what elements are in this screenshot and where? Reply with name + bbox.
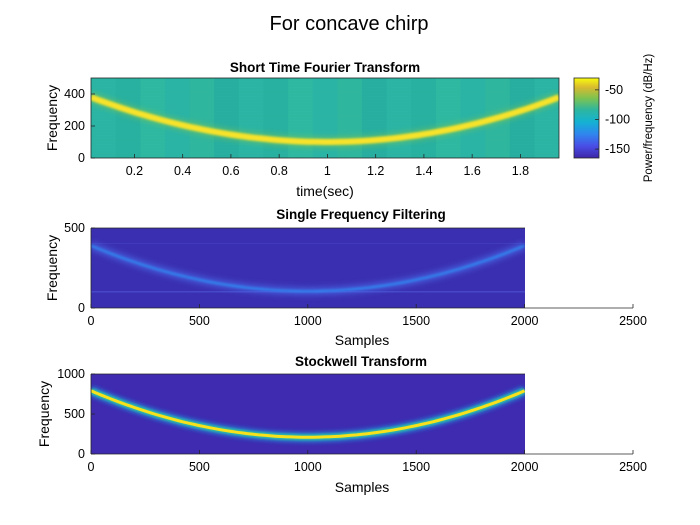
stockwell-heatmap [91,374,525,454]
figure-title: For concave chirp [270,13,429,35]
stft-ridge [91,94,559,145]
sff-xtick-label: 2500 [619,314,647,328]
stft-column [435,78,461,158]
sff-xtick-label: 1500 [402,314,430,328]
stft-axes-box [90,77,560,159]
stft-column [238,78,264,158]
stft-column [91,78,117,158]
sff-ridge [91,244,525,293]
colorbar-label: Power/frequency (dB/Hz) [643,54,655,183]
stft-xtick-label: 0.4 [174,164,191,178]
stockwell-xtick-label: 1000 [294,460,322,474]
stft-xtick-label: 0.2 [126,164,143,178]
stft-xtick-label: 1.4 [415,164,432,178]
sff-xtick-label: 2000 [511,314,539,328]
sff-faint-line-top [91,243,525,244]
stockwell-panel: Stockwell Transform 0 500 1000 1500 2000 2500… [36,354,647,495]
sff-xlabel: Samples [335,332,389,348]
stockwell-title: Stockwell Transform [295,354,427,369]
colorbar-tick-label: -150 [605,142,630,156]
stft-xtick-label: 1 [324,164,331,178]
stft-xtick-label: 0.6 [222,164,239,178]
sff-xtick-label: 500 [189,314,210,328]
sff-panel: Single Frequency Filtering 0 500 1000 1500 2… [44,207,647,348]
stockwell-xtick-label: 2000 [511,460,539,474]
colorbar-tick-label: -50 [605,83,623,97]
stft-xtick-label: 1.6 [463,164,480,178]
stockwell-xtick-label: 1500 [402,460,430,474]
colorbar-tick-label: -100 [605,112,630,126]
sff-heatmap [91,228,525,308]
stft-xtick-label: 1.8 [512,164,529,178]
stft-ytick-label: 0 [78,151,85,165]
stockwell-ytick-label: 1000 [57,367,85,381]
stockwell-xtick-label: 0 [88,460,95,474]
stft-heatmap [91,78,559,158]
stft-column [386,78,412,158]
stockwell-ridge [91,389,525,439]
stft-xtick-label: 1.2 [367,164,384,178]
stft-xlabel: time(sec) [296,183,354,199]
stockwell-ylabel: Frequency [36,381,52,447]
stft-ylabel: Frequency [44,85,60,151]
stft-ytick-label: 400 [64,87,85,101]
sff-ylabel: Frequency [44,235,60,301]
stft-xtick-label: 0.8 [270,164,287,178]
stft-column [534,78,559,158]
colorbar [573,77,600,159]
stft-title: Short Time Fourier Transform [230,60,420,75]
stft-panel: Short Time Fourier Transform 0.2 0.4 0.6 0.… [44,54,655,199]
sff-xtick-label: 1000 [294,314,322,328]
sff-xtick-label: 0 [88,314,95,328]
stockwell-xtick-label: 500 [189,460,210,474]
sff-title: Single Frequency Filtering [276,207,446,222]
stft-ytick-label: 200 [64,119,85,133]
stockwell-xlabel: Samples [335,479,389,495]
stft-column [411,78,437,158]
stft-column [214,78,240,158]
sff-ytick-label: 0 [78,301,85,315]
stft-column [189,78,215,158]
stockwell-ytick-label: 500 [64,407,85,421]
stockwell-ytick-label: 0 [78,447,85,461]
stockwell-xtick-label: 2500 [619,460,647,474]
sff-ytick-label: 500 [64,221,85,235]
